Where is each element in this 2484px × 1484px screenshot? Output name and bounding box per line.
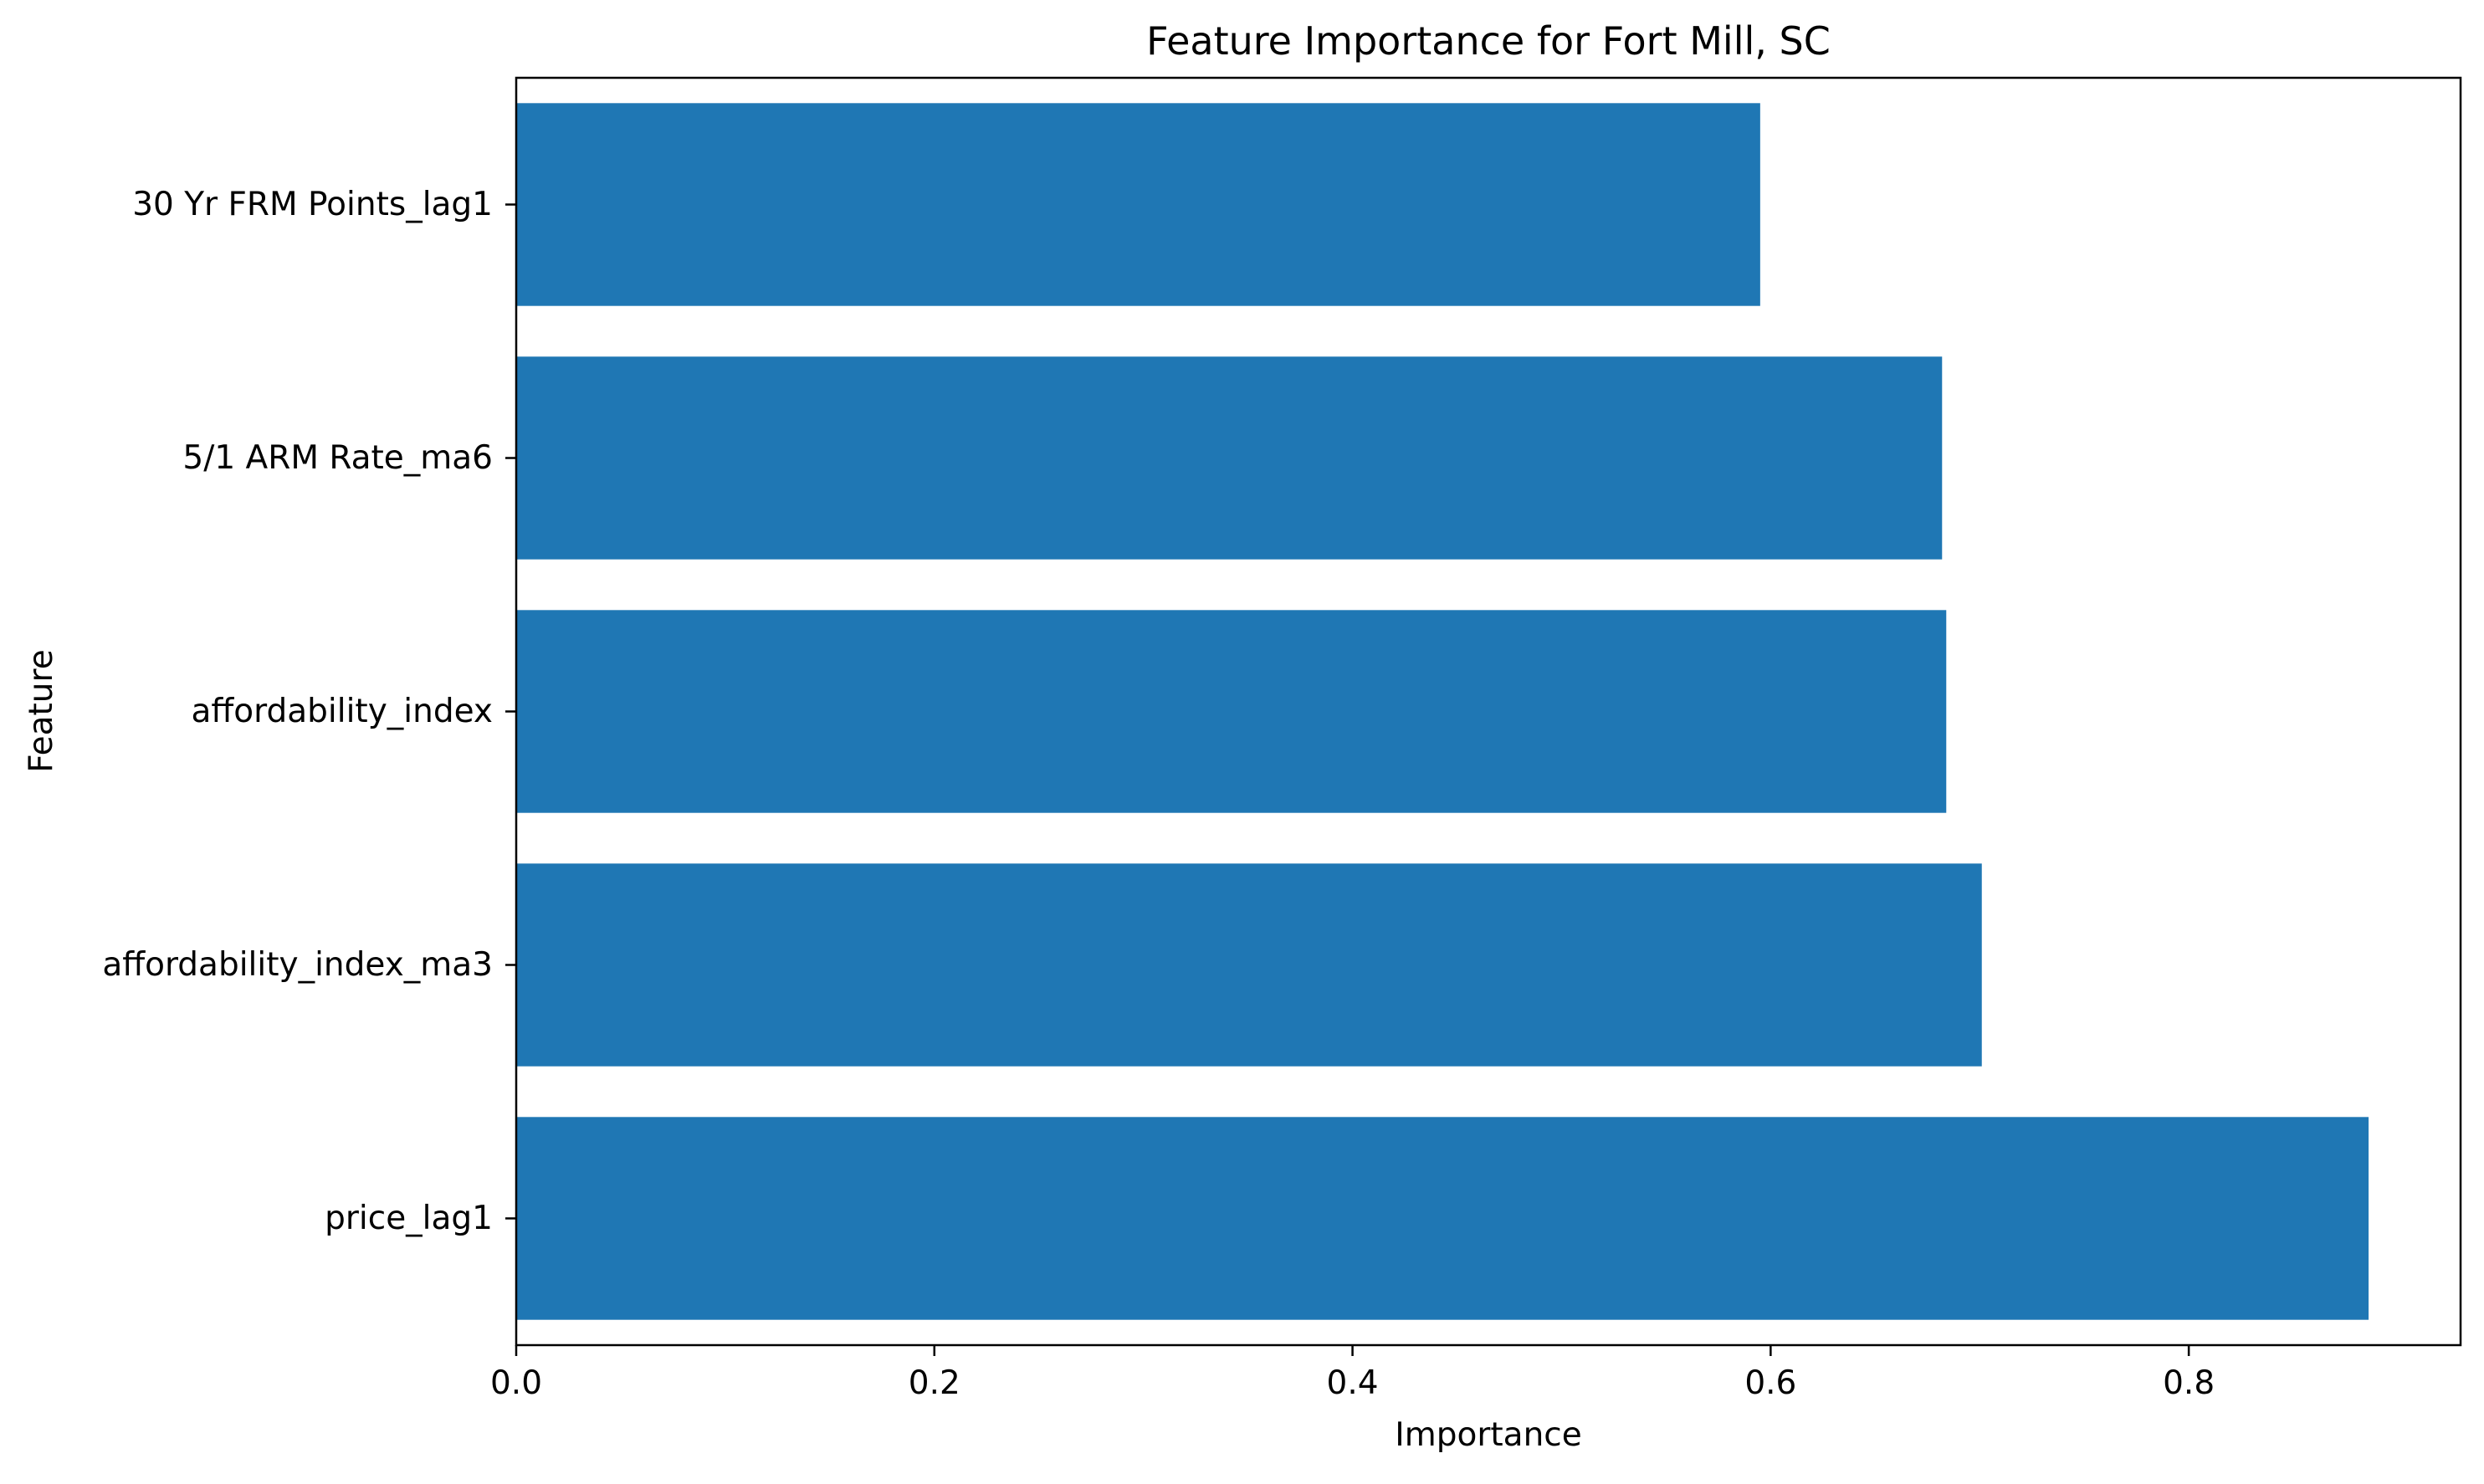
x-tick-label-1: 0.2	[909, 1364, 960, 1402]
y-tick-label-2: affordability_index	[192, 693, 493, 730]
bar-2	[516, 610, 1947, 813]
x-tick-label-2: 0.4	[1327, 1364, 1379, 1402]
y-axis-label: Feature	[23, 649, 60, 772]
x-tick-label-3: 0.6	[1744, 1364, 1796, 1402]
x-tick-label-4: 0.8	[2163, 1364, 2215, 1402]
y-tick-label-3: 5/1 ARM Rate_ma6	[182, 439, 493, 477]
y-tick-label-0: price_lag1	[325, 1200, 493, 1237]
y-tick-label-4: 30 Yr FRM Points_lag1	[132, 186, 493, 223]
y-tick-label-1: affordability_index_ma3	[102, 946, 493, 984]
bars-layer	[516, 103, 2369, 1320]
x-axis-ticks: 0.0 0.2 0.4 0.6 0.8	[490, 1345, 2215, 1402]
bar-4	[516, 103, 1760, 306]
y-axis-ticks: price_lag1 affordability_index_ma3 afforda…	[102, 186, 516, 1237]
bar-0	[516, 1117, 2369, 1320]
chart-title: Feature Importance for Fort Mill, SC	[1146, 18, 1831, 64]
bar-1	[516, 863, 1982, 1067]
x-axis-label: Importance	[1395, 1416, 1582, 1454]
x-tick-label-0: 0.0	[490, 1364, 542, 1402]
bar-3	[516, 356, 1943, 560]
